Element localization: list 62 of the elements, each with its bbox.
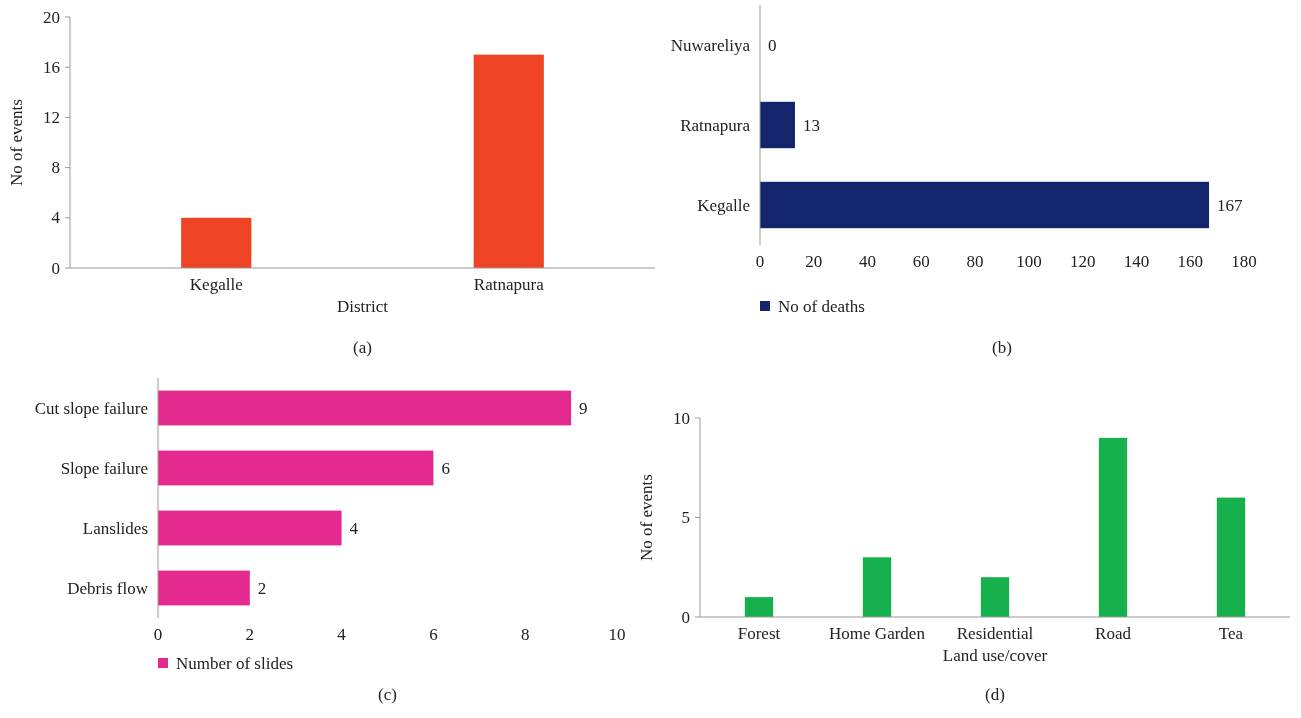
x-tick-label: 4 [337, 625, 347, 644]
data-label: 0 [768, 35, 777, 55]
y-tick-label: Lanslides [82, 518, 148, 538]
bar [158, 390, 572, 426]
x-tick-label: 0 [153, 625, 163, 644]
x-tick-label: 80 [966, 252, 984, 271]
y-tick-label: Ratnapura [680, 115, 751, 135]
y-tick-label: 12 [43, 107, 60, 127]
x-tick-label: 2 [245, 625, 255, 644]
x-axis-title: District [337, 297, 389, 316]
y-tick-label: 8 [51, 158, 60, 178]
y-tick-label: Slope failure [60, 458, 148, 478]
legend-label: No of deaths [778, 296, 865, 316]
x-tick-label: 40 [859, 252, 877, 271]
x-tick-label: 10 [608, 625, 626, 644]
x-tick-label: Road [1095, 624, 1132, 643]
x-tick-label: Home Garden [829, 624, 926, 643]
legend-label: Number of slides [176, 653, 294, 673]
x-tick-label: 100 [1016, 252, 1042, 271]
bar [744, 597, 774, 617]
x-tick-label: 6 [429, 625, 438, 644]
x-tick-label: 0 [755, 252, 765, 271]
x-tick-label: Residential [956, 624, 1034, 643]
x-tick-label: 180 [1231, 252, 1257, 271]
x-tick-label: Forest [737, 624, 781, 643]
y-axis-title: No of events [637, 474, 656, 561]
y-tick-label: 5 [681, 508, 690, 527]
bar [1216, 497, 1246, 617]
y-tick-label: Nuwareliya [670, 35, 751, 55]
y-tick-label: 20 [43, 7, 60, 27]
bar [158, 570, 250, 606]
x-tick-label: 60 [912, 252, 930, 271]
bar [1098, 437, 1128, 617]
bar [158, 450, 434, 486]
data-label: 2 [257, 578, 267, 598]
y-tick-label: Debris flow [67, 578, 149, 598]
text: (a) [353, 338, 372, 357]
data-label: 4 [349, 518, 359, 538]
x-tick-label: 160 [1177, 252, 1203, 271]
y-tick-label: 10 [673, 408, 690, 428]
y-tick-label: 16 [43, 57, 60, 77]
data-label: 13 [802, 115, 820, 135]
bar [980, 577, 1010, 617]
x-tick-label: Tea [1218, 624, 1244, 643]
y-axis-title: No of events [7, 99, 26, 186]
x-tick-label: 140 [1123, 252, 1150, 271]
y-tick-label: Cut slope failure [34, 398, 148, 418]
bar [862, 557, 892, 617]
text: (d) [985, 685, 1005, 704]
text: (b) [992, 338, 1012, 357]
data-label: 9 [579, 398, 588, 418]
x-tick-label: 8 [520, 625, 530, 644]
data-label: 6 [441, 458, 450, 478]
y-tick-label: Kegalle [697, 195, 750, 215]
y-tick-label: 4 [51, 208, 61, 228]
data-label: 167 [1217, 195, 1244, 215]
bar [158, 510, 342, 546]
x-axis-title: Land use/cover [942, 646, 1048, 665]
x-tick-label: 20 [805, 252, 823, 271]
text: (c) [378, 685, 397, 704]
y-tick-label: 0 [681, 607, 690, 627]
x-tick-label: 120 [1069, 252, 1096, 271]
